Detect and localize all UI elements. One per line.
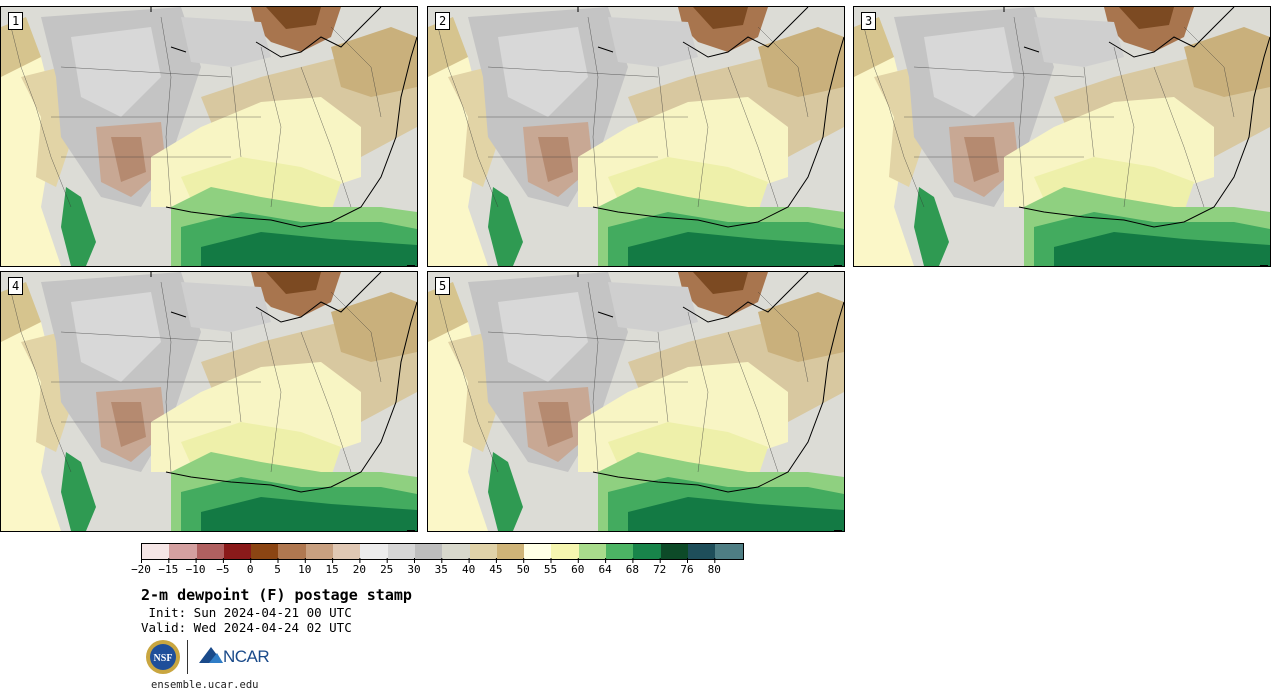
colorbar-tick-label: 10 bbox=[298, 563, 312, 576]
colorbar-tick-label: 0 bbox=[246, 563, 254, 576]
colorbar-swatch bbox=[496, 544, 525, 559]
dewpoint-map bbox=[854, 7, 1270, 266]
nsf-logo-icon: NSF bbox=[146, 640, 180, 674]
colorbar-tick-label: −15 bbox=[158, 563, 179, 576]
colorbar-swatch bbox=[333, 544, 361, 559]
colorbar-swatch bbox=[524, 544, 552, 559]
colorbar-swatch bbox=[551, 544, 579, 559]
member-number-label: 4 bbox=[8, 277, 24, 295]
colorbar-swatch bbox=[442, 544, 470, 559]
colorbar-swatch bbox=[414, 544, 443, 559]
ensemble-member-panel[interactable]: 2 bbox=[427, 6, 845, 267]
ncar-logo-icon bbox=[199, 647, 223, 663]
member-number-label: 3 bbox=[861, 12, 877, 30]
colorbar-swatch bbox=[223, 544, 252, 559]
colorbar-tick-label: 35 bbox=[434, 563, 448, 576]
scale-tick bbox=[834, 265, 842, 266]
ncar-logo-text: NCAR bbox=[223, 647, 270, 666]
colorbar-swatch bbox=[387, 544, 415, 559]
colorbar-swatch bbox=[606, 544, 634, 559]
scale-tick bbox=[407, 265, 415, 266]
colorbar-swatch bbox=[305, 544, 334, 559]
scale-tick bbox=[407, 530, 415, 531]
colorbar-tick-label: 72 bbox=[653, 563, 667, 576]
dewpoint-map bbox=[428, 272, 844, 531]
colorbar-tick-label: −20 bbox=[131, 563, 151, 576]
colorbar-tick-label: 5 bbox=[274, 563, 281, 576]
logos: NSF NCAR bbox=[143, 637, 283, 675]
colorbar-tick-label: 20 bbox=[352, 563, 367, 576]
colorbar-swatch bbox=[142, 544, 170, 559]
colorbar-swatch bbox=[715, 544, 743, 559]
ensemble-member-panel[interactable]: 5 bbox=[427, 271, 845, 532]
member-number-label: 1 bbox=[8, 12, 24, 30]
logo-divider bbox=[187, 640, 188, 674]
colorbar-swatch bbox=[360, 544, 388, 559]
product-title: 2-m dewpoint (F) postage stamp bbox=[141, 586, 412, 604]
colorbar-swatch bbox=[169, 544, 197, 559]
scale-tick bbox=[1260, 265, 1268, 266]
colorbar bbox=[141, 543, 744, 560]
colorbar-tick-label: 25 bbox=[380, 563, 394, 576]
member-number-label: 2 bbox=[435, 12, 451, 30]
colorbar-swatch bbox=[687, 544, 716, 559]
colorbar-tick-label: 45 bbox=[489, 563, 503, 576]
colorbar-tick-label: 80 bbox=[707, 563, 721, 576]
colorbar-tick-label: 64 bbox=[598, 563, 612, 576]
colorbar-tick-label: 30 bbox=[407, 563, 421, 576]
init-time: Init: Sun 2024-04-21 00 UTC bbox=[141, 605, 352, 620]
footer-url[interactable]: ensemble.ucar.edu bbox=[151, 679, 259, 691]
colorbar-tick-label: 15 bbox=[325, 563, 339, 576]
ensemble-member-panel[interactable]: 3 bbox=[853, 6, 1271, 267]
scale-tick bbox=[834, 530, 842, 531]
colorbar-tick-label: 76 bbox=[680, 563, 694, 576]
ensemble-member-panel[interactable]: 4 bbox=[0, 271, 418, 532]
colorbar-tick-label: 68 bbox=[625, 563, 640, 576]
colorbar-swatch bbox=[660, 544, 688, 559]
member-number-label: 5 bbox=[435, 277, 451, 295]
colorbar-swatch bbox=[278, 544, 306, 559]
colorbar-swatch bbox=[251, 544, 279, 559]
colorbar-tick-label: −5 bbox=[216, 563, 230, 576]
colorbar-ticks bbox=[141, 558, 716, 563]
colorbar-tick-label: 50 bbox=[516, 563, 530, 576]
ensemble-member-panel[interactable]: 1 bbox=[0, 6, 418, 267]
dewpoint-map bbox=[428, 7, 844, 266]
colorbar-swatch bbox=[578, 544, 607, 559]
dewpoint-map bbox=[1, 272, 417, 531]
valid-time: Valid: Wed 2024-04-24 02 UTC bbox=[141, 620, 352, 635]
colorbar-tick-label: 60 bbox=[571, 563, 585, 576]
nsf-logo-text: NSF bbox=[154, 653, 173, 664]
colorbar-swatch bbox=[469, 544, 497, 559]
colorbar-labels: −20 −15 −10 −5 0 5 10 15 20 25 30 35 40 45 50 55 60 64 68 7… bbox=[131, 563, 781, 577]
colorbar-swatch bbox=[633, 544, 661, 559]
colorbar-tick-label: 40 bbox=[461, 563, 476, 576]
colorbar-tick-label: 55 bbox=[543, 563, 558, 576]
colorbar-tick-label: −10 bbox=[185, 563, 206, 576]
colorbar-swatch bbox=[196, 544, 224, 559]
dewpoint-map bbox=[1, 7, 417, 266]
